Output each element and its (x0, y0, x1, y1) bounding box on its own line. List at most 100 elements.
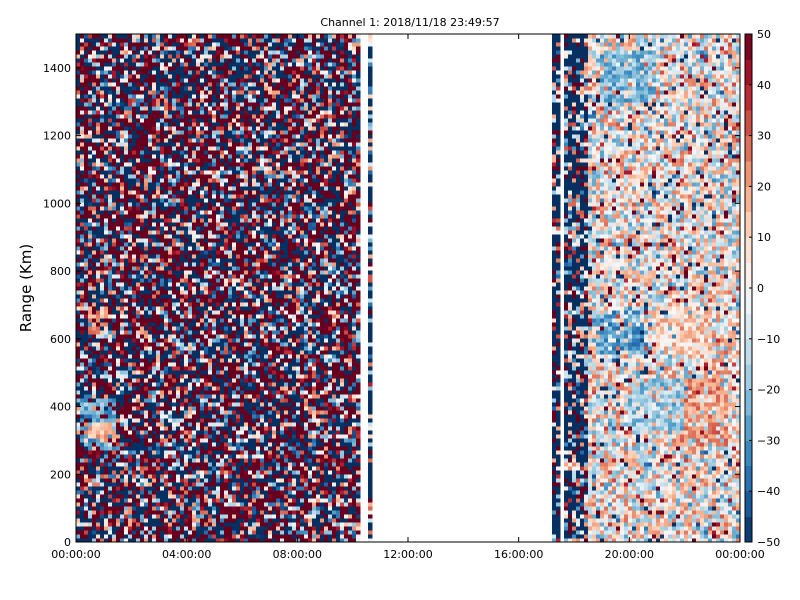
heatmap-cell (184, 282, 189, 287)
heatmap-cell (216, 278, 221, 283)
heatmap-cell (200, 286, 205, 291)
heatmap-cell (196, 34, 201, 39)
heatmap-cell (184, 186, 189, 191)
heatmap-cell (160, 506, 165, 511)
heatmap-cell (196, 174, 201, 179)
heatmap-cell (112, 438, 117, 443)
heatmap-cell (156, 270, 161, 275)
heatmap-cell (224, 150, 229, 155)
heatmap-cell (152, 102, 157, 107)
heatmap-cell (200, 190, 205, 195)
heatmap-cell (80, 410, 85, 415)
heatmap-cell (88, 182, 93, 187)
heatmap-cell (176, 126, 181, 131)
heatmap-cell (128, 86, 133, 91)
heatmap-cell (196, 378, 201, 383)
heatmap-cell (180, 438, 185, 443)
heatmap-cell (96, 210, 101, 215)
heatmap-cell (176, 318, 181, 323)
heatmap-cell (92, 242, 97, 247)
heatmap-cell (132, 434, 137, 439)
heatmap-cell (172, 182, 177, 187)
heatmap-cell (180, 514, 185, 519)
heatmap-cell (168, 526, 173, 531)
heatmap-cell (208, 342, 213, 347)
heatmap-cell (212, 210, 217, 215)
heatmap-cell (208, 46, 213, 51)
heatmap-cell (96, 414, 101, 419)
heatmap-cell (220, 302, 225, 307)
heatmap-cell (208, 134, 213, 139)
heatmap-cell (112, 198, 117, 203)
heatmap-cell (228, 446, 233, 451)
heatmap-cell (224, 298, 229, 303)
heatmap-cell (204, 322, 209, 327)
heatmap-cell (80, 78, 85, 83)
heatmap-cell (96, 378, 101, 383)
heatmap-cell (124, 482, 129, 487)
heatmap-cell (172, 226, 177, 231)
heatmap-cell (144, 250, 149, 255)
heatmap-cell (120, 186, 125, 191)
heatmap-cell (112, 158, 117, 163)
heatmap-cell (180, 90, 185, 95)
heatmap-cell (136, 502, 141, 507)
heatmap-cell (172, 222, 177, 227)
heatmap-cell (196, 318, 201, 323)
heatmap-cell (136, 82, 141, 87)
heatmap-cell (108, 350, 113, 355)
heatmap-cell (76, 398, 81, 403)
heatmap-cell (200, 134, 205, 139)
heatmap-cell (92, 490, 97, 495)
heatmap-cell (112, 42, 117, 47)
heatmap-cell (204, 178, 209, 183)
heatmap-cell (176, 434, 181, 439)
heatmap-cell (128, 314, 133, 319)
heatmap-cell (172, 374, 177, 379)
heatmap-cell (144, 494, 149, 499)
heatmap-cell (88, 510, 93, 515)
heatmap-cell (156, 110, 161, 115)
heatmap-cell (112, 38, 117, 43)
heatmap-cell (208, 190, 213, 195)
heatmap-cell (208, 246, 213, 251)
heatmap-cell (124, 298, 129, 303)
heatmap-cell (216, 338, 221, 343)
heatmap-cell (228, 326, 233, 331)
heatmap-cell (232, 482, 237, 487)
heatmap-cell (148, 334, 153, 339)
heatmap-cell (96, 450, 101, 455)
heatmap-cell (128, 178, 133, 183)
heatmap-cell (80, 206, 85, 211)
heatmap-cell (188, 238, 193, 243)
heatmap-cell (208, 274, 213, 279)
heatmap-cell (176, 378, 181, 383)
heatmap-cell (228, 350, 233, 355)
heatmap-cell (120, 78, 125, 83)
heatmap-cell (216, 262, 221, 267)
heatmap-cell (216, 38, 221, 43)
heatmap-cell (100, 438, 105, 443)
heatmap-cell (92, 426, 97, 431)
heatmap-cell (96, 350, 101, 355)
heatmap-cell (124, 86, 129, 91)
heatmap-cell (112, 314, 117, 319)
heatmap-cell (132, 114, 137, 119)
heatmap-cell (220, 346, 225, 351)
heatmap-cell (84, 346, 89, 351)
heatmap-cell (144, 46, 149, 51)
heatmap-cell (212, 58, 217, 63)
heatmap-cell (204, 334, 209, 339)
heatmap-cell (116, 262, 121, 267)
heatmap-cell (108, 342, 113, 347)
heatmap-cell (208, 430, 213, 435)
heatmap-cell (132, 102, 137, 107)
heatmap-cell (136, 498, 141, 503)
heatmap-cell (232, 426, 237, 431)
heatmap-cell (152, 130, 157, 135)
heatmap-cell (164, 250, 169, 255)
heatmap-cell (180, 94, 185, 99)
heatmap-cell (168, 454, 173, 459)
heatmap-cell (124, 226, 129, 231)
heatmap-cell (76, 322, 81, 327)
